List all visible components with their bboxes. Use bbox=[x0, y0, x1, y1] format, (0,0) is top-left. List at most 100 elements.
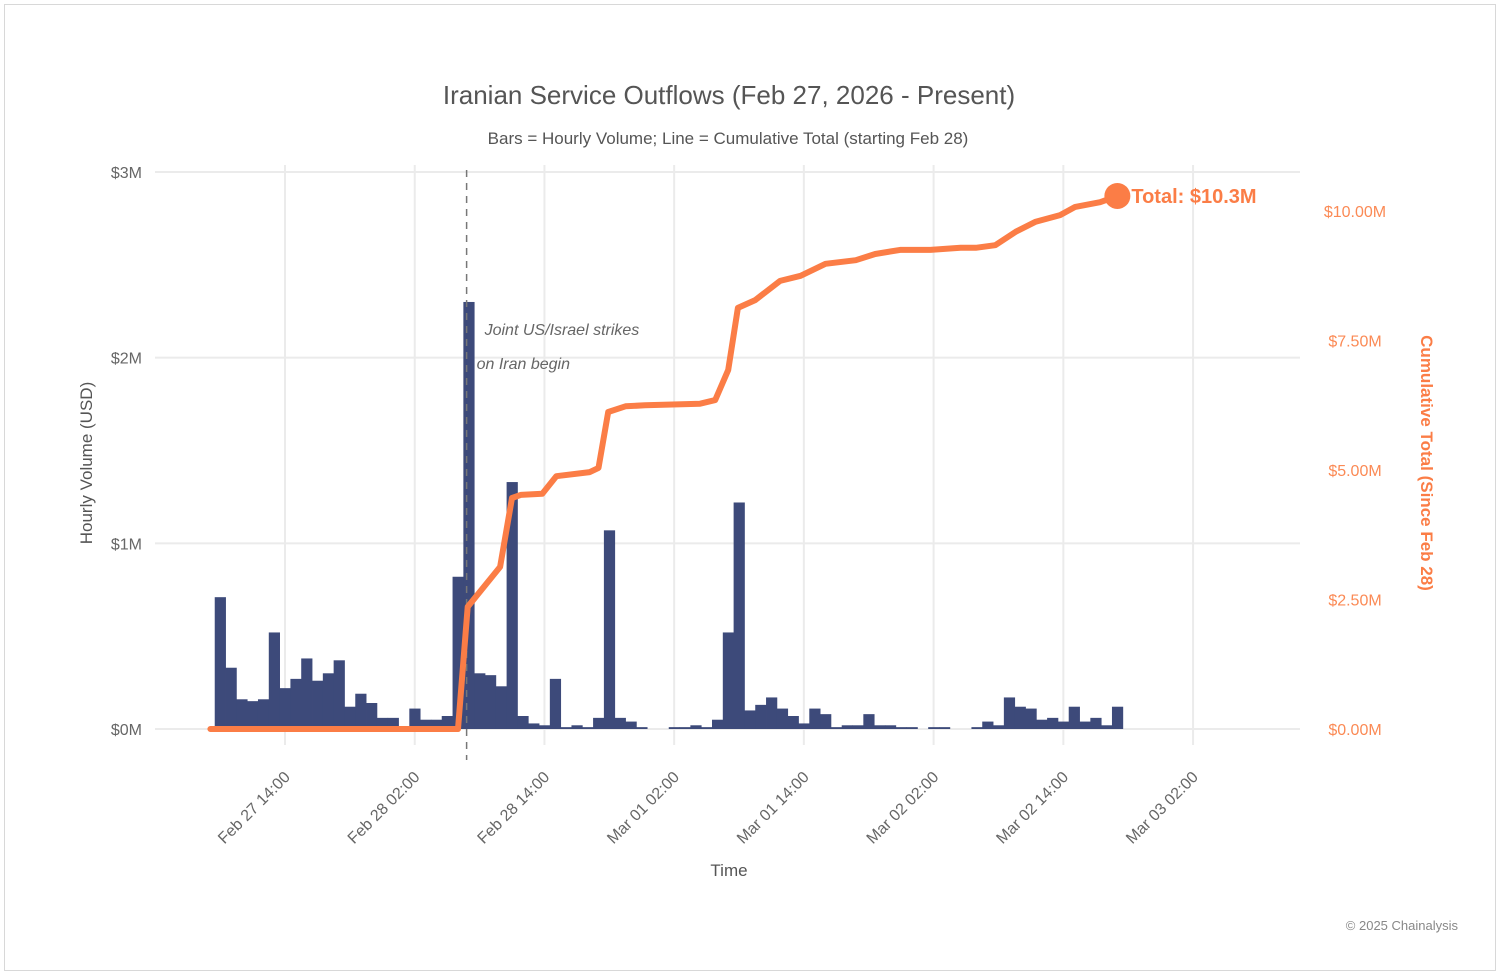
bar bbox=[387, 717, 399, 729]
bar bbox=[484, 675, 497, 729]
bar bbox=[528, 723, 540, 729]
bar bbox=[1101, 725, 1113, 729]
bar bbox=[766, 697, 778, 729]
bar bbox=[733, 502, 745, 729]
y-tick-label: $1M bbox=[111, 536, 142, 553]
bar bbox=[506, 482, 518, 729]
bar bbox=[312, 680, 324, 729]
bar bbox=[301, 658, 313, 729]
bar bbox=[247, 701, 259, 729]
bar bbox=[1111, 706, 1124, 729]
chart-subtitle: Bars = Hourly Volume; Line = Cumulative … bbox=[488, 129, 969, 148]
bar bbox=[874, 725, 886, 729]
bar bbox=[1090, 717, 1102, 729]
bar bbox=[1025, 708, 1037, 729]
bar bbox=[344, 706, 356, 729]
event-marker: Joint US/Israel strikes on Iran begin bbox=[465, 170, 640, 760]
bar bbox=[593, 717, 605, 729]
y-tick-label: $0M bbox=[111, 722, 142, 739]
bar bbox=[787, 716, 799, 729]
bar bbox=[679, 727, 691, 729]
bar bbox=[1047, 717, 1059, 729]
y2-tick-label: $2.50M bbox=[1328, 593, 1381, 610]
bar bbox=[830, 727, 843, 729]
cumulative-line-group: Total: $10.3M bbox=[207, 182, 1257, 732]
bar bbox=[376, 717, 389, 729]
bar bbox=[463, 301, 475, 729]
bar bbox=[755, 704, 767, 729]
bar bbox=[1057, 721, 1070, 729]
event-annotation-line1: Joint US/Israel strikes bbox=[484, 322, 640, 339]
y2-tick-label: $10.00M bbox=[1324, 204, 1386, 221]
bar bbox=[668, 727, 680, 729]
bar bbox=[441, 716, 453, 729]
bar bbox=[906, 727, 918, 729]
bar bbox=[214, 597, 226, 729]
x-axis-label: Time bbox=[710, 861, 747, 880]
chart-title: Iranian Service Outflows (Feb 27, 2026 -… bbox=[443, 80, 1015, 110]
bar bbox=[549, 678, 562, 729]
x-tick-label: Feb 28 14:00 bbox=[475, 769, 554, 848]
bar bbox=[711, 719, 724, 729]
bar bbox=[939, 727, 951, 729]
y-tick-label: $3M bbox=[111, 165, 142, 182]
bar bbox=[571, 725, 583, 729]
bar bbox=[614, 717, 626, 729]
bar bbox=[366, 703, 378, 729]
end-point-marker bbox=[1104, 182, 1131, 209]
bar bbox=[895, 727, 907, 729]
cumulative-line bbox=[207, 193, 1121, 732]
bar bbox=[1036, 719, 1048, 729]
x-tick-label: Mar 01 02:00 bbox=[604, 769, 683, 848]
bar bbox=[225, 667, 237, 729]
y2-axis-label: Cumulative Total (Since Feb 28) bbox=[1417, 335, 1436, 591]
x-tick-label: Feb 28 02:00 bbox=[345, 769, 424, 848]
y2-tick-label: $7.50M bbox=[1328, 334, 1381, 351]
x-tick-label: Mar 02 02:00 bbox=[864, 769, 943, 848]
bar bbox=[560, 727, 572, 729]
bar bbox=[355, 693, 367, 729]
y-tick-label: $2M bbox=[111, 351, 142, 368]
bar bbox=[268, 632, 280, 729]
bar bbox=[722, 632, 735, 729]
bar bbox=[625, 721, 637, 729]
bar bbox=[852, 725, 864, 729]
axes: $0M $1M $2M $3M Feb 27 14:00 Feb 28 02:00 Feb … bbox=[111, 165, 1386, 848]
bar bbox=[236, 699, 248, 729]
x-tick-label: Mar 02 14:00 bbox=[993, 769, 1072, 848]
bar bbox=[290, 678, 302, 729]
bar bbox=[928, 727, 940, 729]
bar bbox=[690, 725, 702, 729]
bar bbox=[474, 673, 486, 729]
bar bbox=[1014, 706, 1026, 729]
x-tick-label: Mar 03 02:00 bbox=[1123, 769, 1202, 848]
x-tick-label: Feb 27 14:00 bbox=[215, 769, 294, 848]
bar bbox=[820, 714, 832, 729]
bar bbox=[279, 688, 291, 729]
bar bbox=[1079, 721, 1091, 729]
bar bbox=[452, 576, 464, 729]
bar bbox=[333, 660, 345, 729]
bar bbox=[971, 727, 983, 729]
bar bbox=[420, 719, 432, 729]
bar bbox=[495, 686, 508, 729]
x-tick-label: Mar 01 14:00 bbox=[734, 769, 813, 848]
bar bbox=[809, 708, 821, 729]
bar bbox=[701, 727, 713, 729]
bar bbox=[257, 699, 270, 729]
y2-tick-label: $5.00M bbox=[1328, 463, 1381, 480]
bar bbox=[409, 708, 421, 729]
bar bbox=[776, 708, 789, 729]
bars bbox=[214, 301, 1124, 729]
chart-frame bbox=[4, 4, 1496, 971]
y2-tick-label: $0.00M bbox=[1328, 722, 1381, 739]
bar bbox=[798, 723, 810, 729]
bar bbox=[322, 673, 335, 729]
event-annotation-line2: on Iran begin bbox=[477, 356, 571, 373]
bar bbox=[982, 721, 994, 729]
credit: © 2025 Chainalysis bbox=[1346, 918, 1459, 933]
bar bbox=[517, 716, 529, 729]
bar bbox=[636, 727, 648, 729]
y-axis-label: Hourly Volume (USD) bbox=[77, 382, 96, 545]
